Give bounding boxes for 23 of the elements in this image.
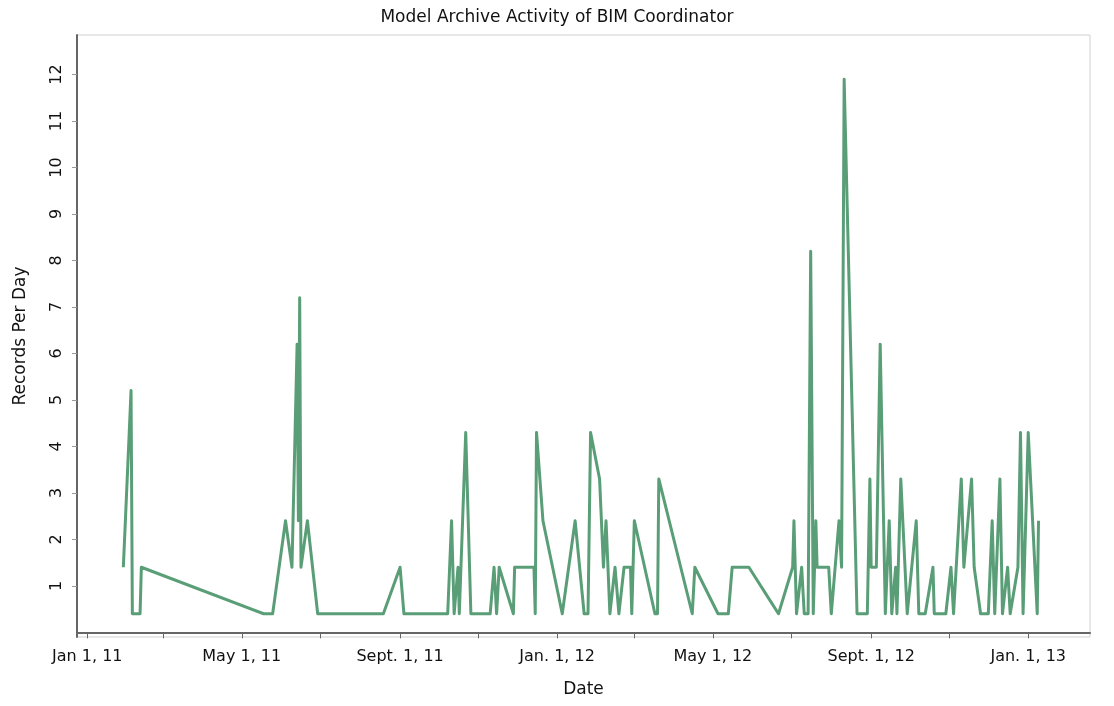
x-tick-label: Jan. 1, 12 <box>518 645 595 665</box>
y-tick-label: 2 <box>45 534 65 545</box>
y-tick-label: 4 <box>45 441 65 452</box>
y-tick-label: 8 <box>45 255 65 266</box>
y-tick-label: 10 <box>45 157 65 178</box>
x-tick-label: Jan. 1, 13 <box>989 645 1066 665</box>
y-tick-label: 3 <box>45 487 65 498</box>
y-tick-label: 11 <box>45 110 65 132</box>
x-tick-label: May 1, 11 <box>202 645 282 665</box>
y-tick-label: 12 <box>45 64 65 85</box>
x-tick-label: Sept. 1, 12 <box>827 645 915 665</box>
x-tick-label: Jan 1, 11 <box>51 645 123 665</box>
y-tick-label: 1 <box>45 580 65 591</box>
line-series <box>121 77 1041 616</box>
y-axis-title: Records Per Day <box>8 266 29 406</box>
y-tick-label: 7 <box>45 301 65 313</box>
x-tick-label: Sept. 1, 11 <box>356 645 444 665</box>
y-tick-label: 5 <box>45 394 65 406</box>
y-tick-label: 6 <box>45 348 65 359</box>
x-axis-title: Date <box>563 677 604 698</box>
y-tick-label: 9 <box>45 208 65 220</box>
chart-title: Model Archive Activity of BIM Coordinator <box>380 5 734 26</box>
x-tick-label: May 1, 12 <box>673 645 753 665</box>
